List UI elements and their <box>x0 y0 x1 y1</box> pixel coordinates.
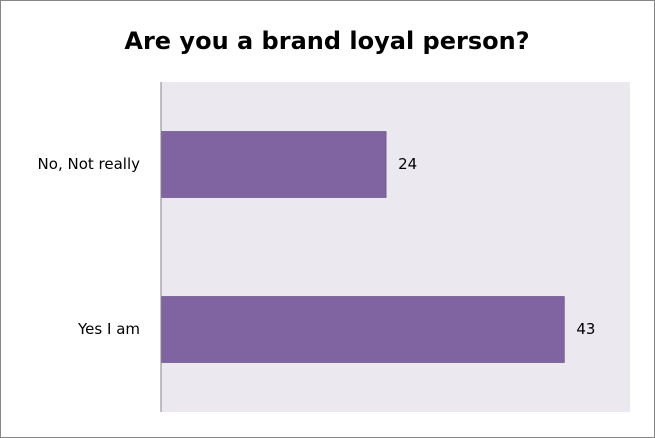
bar <box>160 131 387 198</box>
bar <box>160 296 565 363</box>
chart-title: Are you a brand loyal person? <box>124 27 529 55</box>
data-label: 43 <box>576 320 595 338</box>
y-tick-label: No, Not really <box>38 155 141 173</box>
y-tick-label: Yes I am <box>77 320 140 338</box>
data-label: 24 <box>398 155 417 173</box>
